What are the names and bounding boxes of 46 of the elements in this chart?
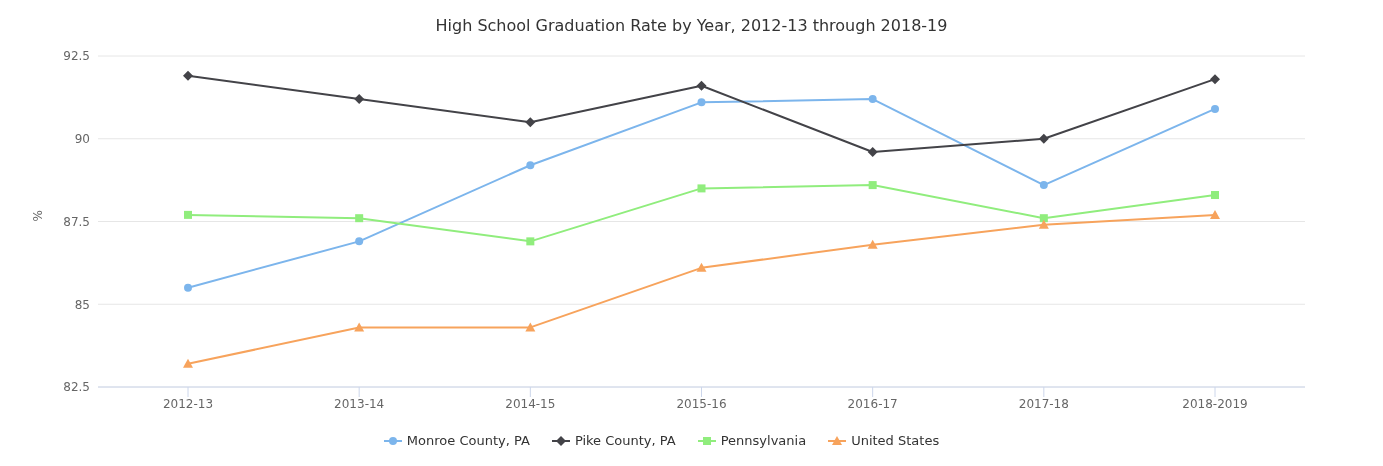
point — [1211, 104, 1219, 113]
point — [1039, 181, 1048, 190]
chart-title: High School Graduation Rate by Year, 2012-13 through 2018-19 — [434, 15, 949, 37]
point — [697, 184, 706, 193]
point — [184, 283, 192, 292]
point — [526, 237, 535, 246]
point — [1038, 133, 1049, 144]
point — [1210, 74, 1220, 85]
x-tick-label: 2018-2019 — [1182, 396, 1248, 411]
point — [1038, 219, 1049, 229]
point — [696, 262, 707, 272]
legend-label: Pike County, PA — [574, 433, 676, 448]
y-axis-title: % — [31, 210, 46, 222]
point — [355, 214, 364, 223]
point — [697, 98, 706, 107]
point — [525, 322, 536, 332]
point — [868, 95, 877, 104]
point — [868, 181, 877, 190]
point — [354, 94, 365, 105]
y-tick-label: 85 — [74, 297, 90, 312]
x-tick-label: 2017-18 — [1018, 396, 1069, 411]
x-tick-label: 2012-13 — [162, 396, 214, 411]
x-tick-label: 2013-14 — [334, 396, 385, 411]
x-tick-label: 2015-16 — [676, 396, 727, 411]
y-tick-label: 92.5 — [63, 49, 90, 64]
point — [1039, 214, 1048, 223]
point — [354, 322, 365, 332]
point — [183, 358, 193, 368]
y-tick-label: 82.5 — [63, 380, 90, 395]
point — [183, 70, 193, 81]
legend-label: United States — [851, 433, 940, 448]
x-tick-label: 2014-15 — [505, 396, 556, 411]
point — [526, 161, 535, 170]
legend-label: Monroe County, PA — [406, 433, 530, 448]
point — [184, 210, 192, 219]
x-tick-label: 2016-17 — [847, 396, 898, 411]
point — [525, 117, 536, 128]
y-tick-label: 90 — [74, 132, 90, 147]
point — [867, 146, 878, 157]
y-tick-label: 87.5 — [63, 214, 90, 229]
point — [1211, 191, 1219, 200]
point — [696, 80, 707, 91]
point — [355, 237, 364, 246]
legend-label: Pennsylvania — [720, 433, 807, 448]
point — [867, 239, 878, 249]
point — [1210, 209, 1220, 219]
